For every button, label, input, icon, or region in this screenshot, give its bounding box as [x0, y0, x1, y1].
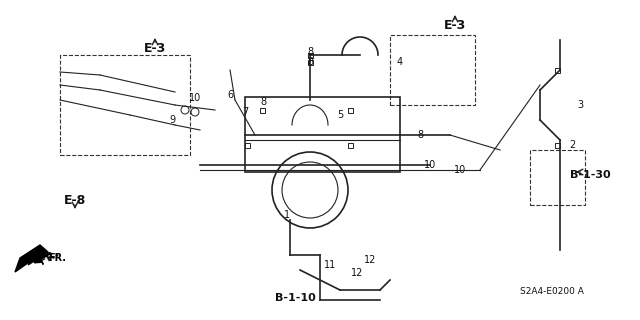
Bar — [259, 108, 264, 113]
Text: 12: 12 — [351, 268, 363, 278]
Bar — [244, 142, 250, 148]
Bar — [60, 55, 190, 155]
Text: 10: 10 — [424, 160, 436, 170]
Text: 11: 11 — [324, 260, 336, 270]
Text: 8: 8 — [260, 97, 266, 107]
Text: E-8: E-8 — [64, 194, 86, 206]
Bar — [554, 68, 559, 73]
Text: 8: 8 — [417, 130, 423, 140]
Text: FR.: FR. — [48, 253, 66, 263]
Text: S2A4-E0200 A: S2A4-E0200 A — [520, 287, 584, 297]
Text: E-3: E-3 — [144, 42, 166, 54]
Polygon shape — [15, 245, 48, 272]
Text: 8: 8 — [307, 57, 313, 67]
Bar — [307, 52, 312, 58]
Text: 4: 4 — [397, 57, 403, 67]
Text: 2: 2 — [569, 140, 575, 150]
Bar — [348, 142, 353, 148]
Text: 7: 7 — [242, 107, 248, 117]
Bar — [530, 150, 585, 205]
Text: E-3: E-3 — [444, 19, 466, 31]
Text: 3: 3 — [577, 100, 583, 110]
Bar — [307, 60, 312, 65]
Bar — [245, 97, 400, 172]
Text: 9: 9 — [169, 115, 175, 125]
Bar — [348, 108, 353, 113]
Text: B-1-30: B-1-30 — [570, 170, 611, 180]
Bar — [390, 35, 475, 105]
Text: 5: 5 — [337, 110, 343, 120]
Text: 1: 1 — [284, 210, 290, 220]
Text: FR.: FR. — [38, 248, 61, 267]
Bar — [554, 142, 559, 148]
Text: 10: 10 — [189, 93, 201, 103]
Text: 8: 8 — [307, 47, 313, 57]
Text: 12: 12 — [364, 255, 376, 265]
Text: 10: 10 — [454, 165, 466, 175]
Text: B-1-10: B-1-10 — [275, 293, 316, 303]
Text: 6: 6 — [227, 90, 233, 100]
